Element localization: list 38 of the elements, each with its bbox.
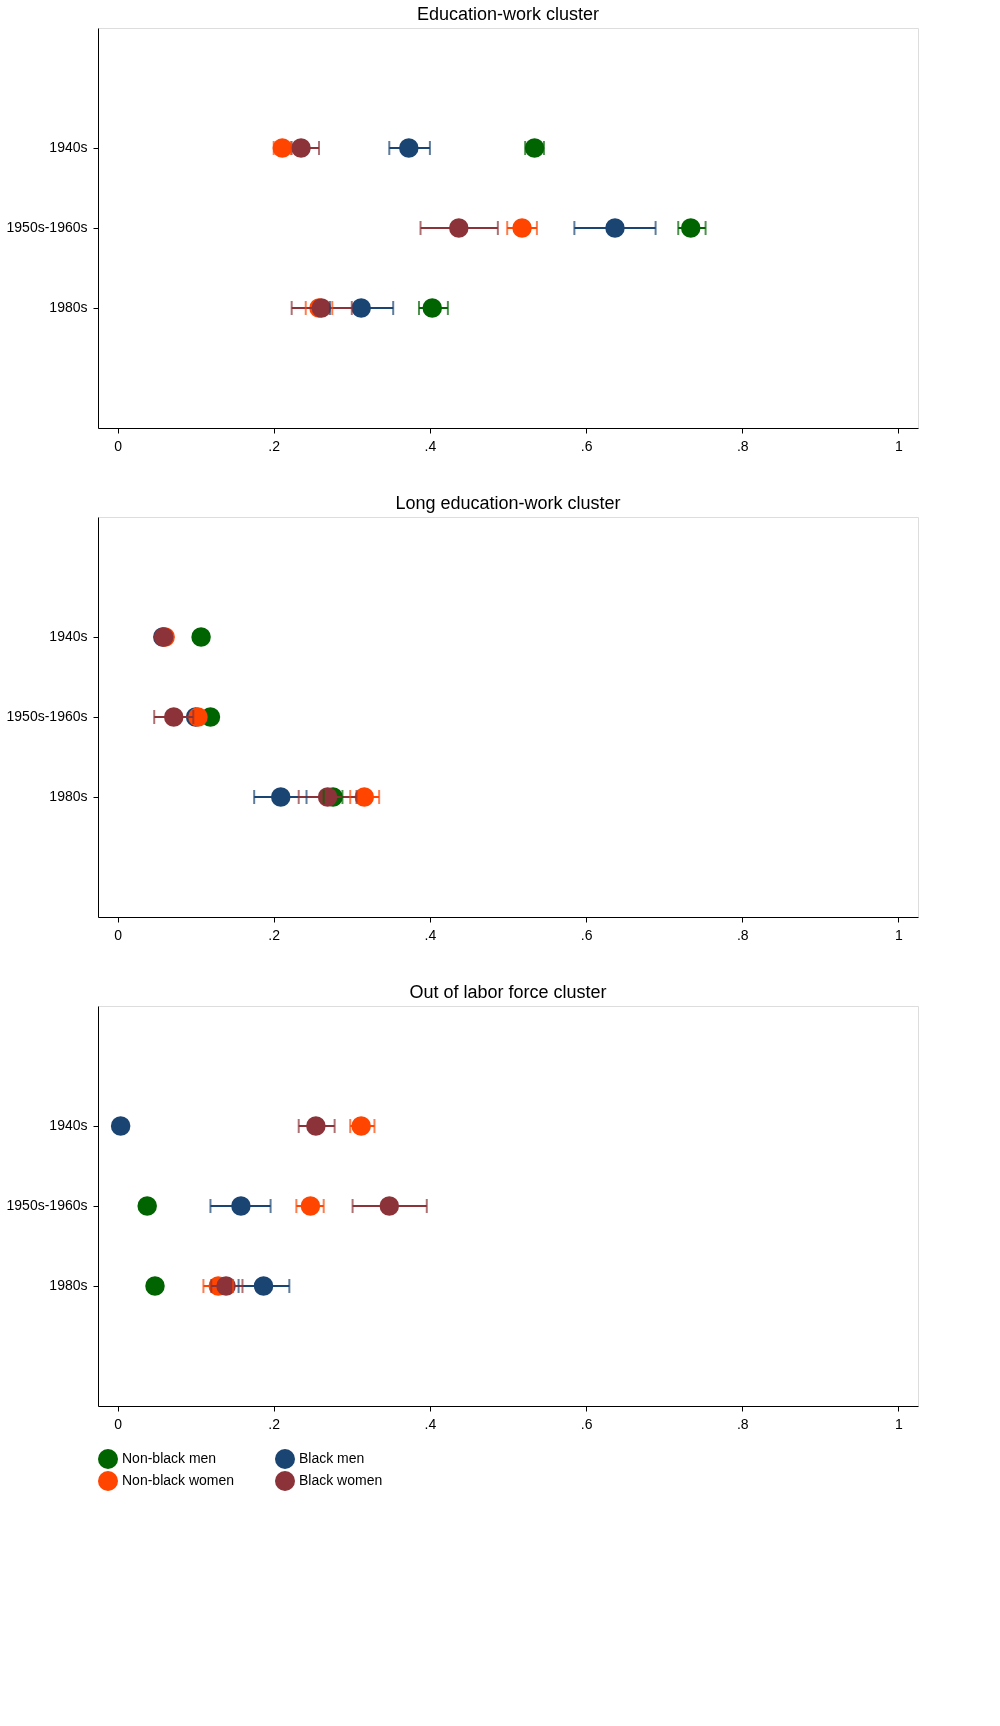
y-tick-label: 1940s — [49, 139, 88, 155]
x-tick-label: 1 — [895, 1415, 904, 1432]
x-tick-label: 0 — [114, 926, 123, 943]
x-tick-label: 1 — [895, 926, 904, 943]
x-tick-label: 1 — [895, 437, 904, 454]
x-tick-label: .4 — [424, 926, 437, 943]
y-tick-label: 1980s — [49, 299, 88, 315]
chart-title: Out of labor force cluster — [409, 982, 607, 1002]
y-tick-label: 1940s — [49, 628, 88, 644]
x-tick-label: 0 — [114, 437, 123, 454]
y-tick-label: 1980s — [49, 1277, 88, 1293]
x-tick-label: .4 — [424, 437, 437, 454]
point — [110, 1116, 131, 1136]
y-tick-label: 1950s-1960s — [6, 219, 88, 235]
legend-label: Non-black women — [122, 1472, 235, 1488]
y-tick-label: 1950s-1960s — [6, 1197, 88, 1213]
chart-title: Long education-work cluster — [395, 493, 621, 513]
point — [137, 1196, 157, 1216]
x-tick-label: .6 — [580, 1415, 593, 1432]
x-tick-label: .8 — [736, 1415, 749, 1432]
x-tick-label: .2 — [268, 437, 281, 454]
point — [145, 1276, 165, 1296]
x-tick-label: .8 — [736, 926, 749, 943]
y-tick-label: 1950s-1960s — [6, 708, 88, 724]
x-tick-label: .6 — [580, 437, 593, 454]
y-tick-label: 1940s — [49, 1117, 88, 1133]
legend-label: Non-black men — [122, 1450, 217, 1466]
x-tick-label: .4 — [424, 1415, 437, 1432]
x-tick-label: .6 — [580, 926, 593, 943]
y-tick-label: 1980s — [49, 788, 88, 804]
chart-title: Education-work cluster — [416, 4, 600, 24]
x-tick-label: .2 — [268, 1415, 281, 1432]
point — [191, 627, 211, 647]
x-tick-label: .2 — [268, 926, 281, 943]
legend-label: Black women — [299, 1472, 383, 1488]
x-tick-label: 0 — [114, 1415, 123, 1432]
legend-label: Black men — [299, 1450, 365, 1466]
x-tick-label: .8 — [736, 437, 749, 454]
